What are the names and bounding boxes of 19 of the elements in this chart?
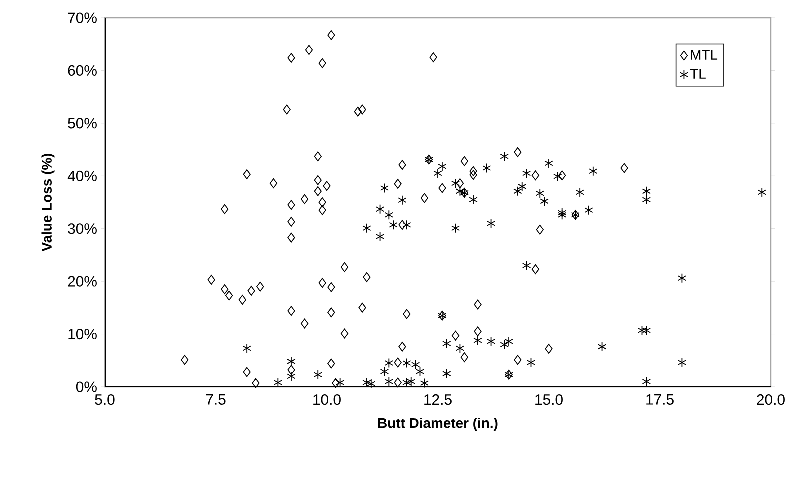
x-tick-label: 5.0 <box>95 394 115 406</box>
y-tick-label: 30% <box>68 224 97 234</box>
y-tick-label: 0% <box>76 382 97 392</box>
x-tick-label: 20.0 <box>757 394 785 406</box>
y-tick-label: 10% <box>68 328 97 340</box>
legend-label: MTL <box>691 50 718 60</box>
x-tick-label: 10.0 <box>314 394 341 406</box>
x-axis-title: Butt Diameter (in.) <box>378 418 498 431</box>
x-tick-label: 12.5 <box>424 394 452 406</box>
x-tick-label: 15.0 <box>536 394 563 406</box>
x-tick-label: 17.5 <box>646 394 674 405</box>
y-tick-label: 60% <box>68 65 97 76</box>
x-tick-label: 7.5 <box>206 394 226 405</box>
y-tick-label: 40% <box>68 170 97 182</box>
legend-label: TL <box>690 69 706 79</box>
y-tick-label: 70% <box>68 12 97 24</box>
y-tick-label: 20% <box>68 276 97 287</box>
y-axis-title: Value Loss (%) <box>42 154 55 252</box>
y-tick-label: 50% <box>68 118 97 129</box>
